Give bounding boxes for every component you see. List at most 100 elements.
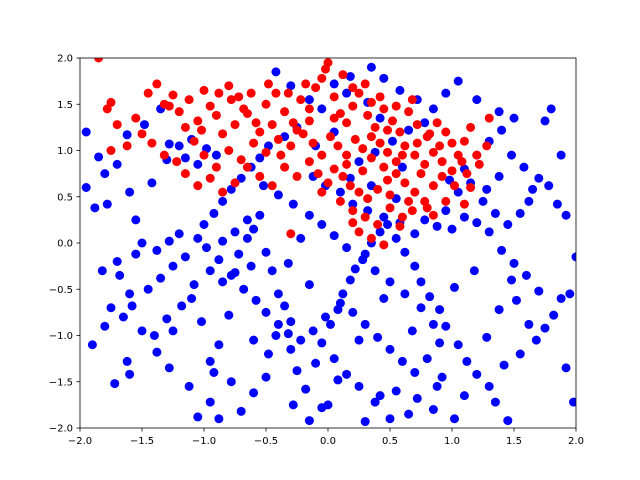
data-point bbox=[296, 95, 306, 105]
data-point bbox=[366, 233, 376, 243]
data-point bbox=[288, 199, 298, 209]
data-point bbox=[242, 215, 252, 225]
data-point bbox=[280, 107, 290, 117]
data-point bbox=[348, 101, 358, 111]
data-point bbox=[230, 227, 240, 237]
x-axis: −2.0 −1.5 −1.0 −0.5 0.0 0.5 1.0 1.5 2.0 bbox=[68, 428, 584, 447]
data-point bbox=[422, 203, 432, 213]
data-point bbox=[147, 178, 157, 188]
data-point bbox=[137, 129, 147, 139]
x-tick-label: −1.5 bbox=[130, 436, 154, 447]
data-point bbox=[301, 79, 311, 89]
data-point bbox=[428, 104, 438, 114]
data-point bbox=[164, 363, 174, 373]
data-point bbox=[280, 301, 290, 311]
data-point bbox=[273, 134, 283, 144]
data-point bbox=[391, 386, 401, 396]
data-point bbox=[391, 157, 401, 167]
data-point bbox=[193, 181, 203, 191]
data-point bbox=[428, 181, 438, 191]
data-point bbox=[317, 104, 327, 114]
data-point bbox=[286, 229, 296, 239]
data-point bbox=[354, 187, 364, 197]
data-point bbox=[482, 141, 492, 151]
data-point bbox=[410, 229, 420, 239]
data-point bbox=[112, 120, 122, 130]
data-point bbox=[422, 354, 432, 364]
data-point bbox=[193, 116, 203, 126]
data-point bbox=[391, 101, 401, 111]
data-point bbox=[407, 326, 417, 336]
data-point bbox=[329, 113, 339, 123]
data-point bbox=[435, 305, 445, 315]
data-point bbox=[507, 275, 517, 285]
data-point bbox=[329, 164, 339, 174]
data-point bbox=[544, 181, 554, 191]
data-point bbox=[338, 289, 348, 299]
data-point bbox=[407, 206, 417, 216]
data-point bbox=[292, 171, 302, 181]
data-point bbox=[354, 381, 364, 391]
data-point bbox=[373, 332, 383, 342]
data-point bbox=[239, 284, 249, 294]
data-point bbox=[472, 95, 482, 105]
data-point bbox=[425, 292, 435, 302]
data-point bbox=[478, 196, 488, 206]
data-point bbox=[358, 166, 368, 176]
data-point bbox=[201, 243, 211, 253]
data-point bbox=[335, 187, 345, 197]
data-point bbox=[385, 277, 395, 287]
data-point bbox=[174, 229, 184, 239]
data-point bbox=[524, 319, 534, 329]
data-point bbox=[412, 393, 422, 403]
data-point bbox=[397, 162, 407, 172]
data-point bbox=[482, 332, 492, 342]
data-point bbox=[139, 120, 149, 130]
data-point bbox=[435, 141, 445, 151]
data-point bbox=[449, 414, 459, 424]
data-point bbox=[218, 129, 228, 139]
data-point bbox=[143, 284, 153, 294]
data-point bbox=[230, 120, 240, 130]
data-point bbox=[122, 356, 132, 366]
data-point bbox=[437, 157, 447, 167]
y-tick-label: −2.0 bbox=[49, 424, 73, 435]
data-point bbox=[338, 70, 348, 80]
data-point bbox=[261, 247, 271, 257]
data-point bbox=[354, 227, 364, 237]
y-tick-label: 0.5 bbox=[57, 192, 73, 203]
data-point bbox=[472, 150, 482, 160]
data-point bbox=[122, 130, 132, 140]
data-point bbox=[304, 95, 314, 105]
data-point bbox=[249, 224, 259, 234]
data-point bbox=[152, 245, 162, 255]
series-red bbox=[94, 58, 494, 250]
data-point bbox=[301, 384, 311, 394]
data-point bbox=[469, 266, 479, 276]
data-point bbox=[280, 162, 290, 172]
y-tick-label: 2.0 bbox=[57, 54, 73, 65]
data-point bbox=[519, 162, 529, 172]
data-point bbox=[342, 150, 352, 160]
data-point bbox=[180, 153, 190, 163]
data-point bbox=[420, 159, 430, 169]
data-point bbox=[556, 150, 566, 160]
x-tick-label: −2.0 bbox=[68, 436, 92, 447]
data-point bbox=[267, 181, 277, 191]
data-point bbox=[437, 171, 447, 181]
data-point bbox=[416, 277, 426, 287]
data-point bbox=[323, 400, 333, 410]
data-point bbox=[246, 261, 256, 271]
data-point bbox=[184, 95, 194, 105]
data-point bbox=[459, 199, 469, 209]
data-point bbox=[565, 289, 575, 299]
data-point bbox=[345, 173, 355, 183]
data-point bbox=[125, 289, 135, 299]
data-point bbox=[531, 335, 541, 345]
data-point bbox=[242, 233, 252, 243]
y-tick-label: 1.0 bbox=[57, 146, 73, 157]
data-point bbox=[246, 88, 256, 98]
data-point bbox=[94, 152, 104, 162]
data-point bbox=[143, 88, 153, 98]
data-point bbox=[391, 169, 401, 179]
